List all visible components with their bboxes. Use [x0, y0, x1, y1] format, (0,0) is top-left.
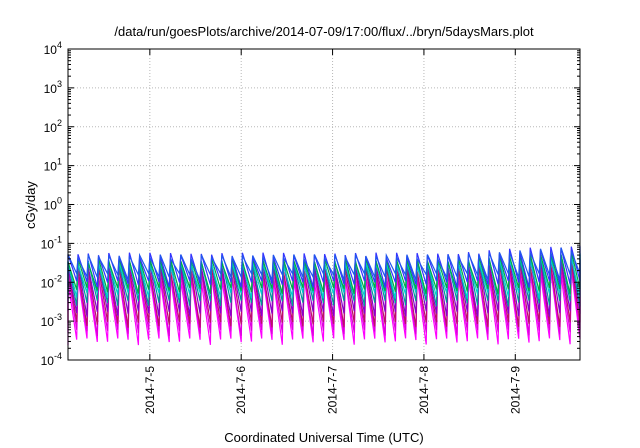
y-axis-ticks: 10-4 10-3 10-2 10-1 100 101 102 103 104	[41, 40, 580, 368]
y-tick-label: 102	[44, 118, 62, 135]
y-tick-label: 101	[44, 157, 62, 174]
plot-series	[67, 245, 581, 346]
y-tick-label: 100	[44, 196, 62, 213]
x-axis-label: Coordinated Universal Time (UTC)	[224, 430, 423, 445]
y-tick-label: 103	[44, 79, 62, 96]
x-axis-ticks: 2014-7-5 2014-7-6 2014-7-7 2014-7-8 2014-7-9	[143, 49, 522, 414]
y-tick-label: 10-4	[41, 351, 62, 368]
x-tick-label: 2014-7-6	[234, 366, 248, 414]
chart-title: /data/run/goesPlots/archive/2014-07-09/1…	[114, 24, 534, 39]
y-tick-label: 104	[44, 40, 62, 57]
series-line-8	[67, 246, 581, 281]
x-tick-label: 2014-7-8	[417, 366, 431, 414]
y-tick-label: 10-2	[41, 273, 62, 290]
y-tick-label: 10-3	[41, 312, 62, 329]
x-tick-label: 2014-7-9	[508, 366, 522, 414]
x-tick-label: 2014-7-5	[143, 366, 157, 414]
y-axis-label: cGy/day	[23, 181, 38, 229]
x-tick-label: 2014-7-7	[326, 366, 340, 414]
y-tick-label: 10-1	[41, 234, 62, 251]
